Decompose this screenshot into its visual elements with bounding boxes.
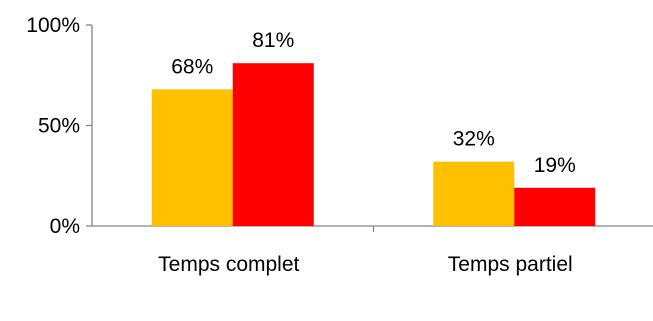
- bars: [151, 63, 596, 226]
- bar: [232, 63, 314, 226]
- y-tick-label: 50%: [38, 115, 80, 138]
- data-label: 68%: [171, 55, 213, 78]
- bar: [433, 161, 515, 226]
- category-label: Temps complet: [158, 253, 299, 276]
- y-axis-ticks: 0% 50% 100%: [26, 14, 92, 238]
- category-label: Temps partiel: [448, 253, 573, 276]
- y-tick-label: 0%: [50, 215, 80, 238]
- data-label: 32%: [453, 128, 495, 151]
- data-label: 19%: [534, 154, 576, 177]
- data-labels: 68% 81% 32% 19%: [171, 29, 576, 177]
- data-label: 81%: [252, 29, 294, 52]
- bar: [151, 89, 233, 226]
- bar: [514, 187, 596, 226]
- x-axis-categories: Temps complet Temps partiel: [158, 253, 573, 276]
- y-tick-label: 100%: [26, 14, 80, 37]
